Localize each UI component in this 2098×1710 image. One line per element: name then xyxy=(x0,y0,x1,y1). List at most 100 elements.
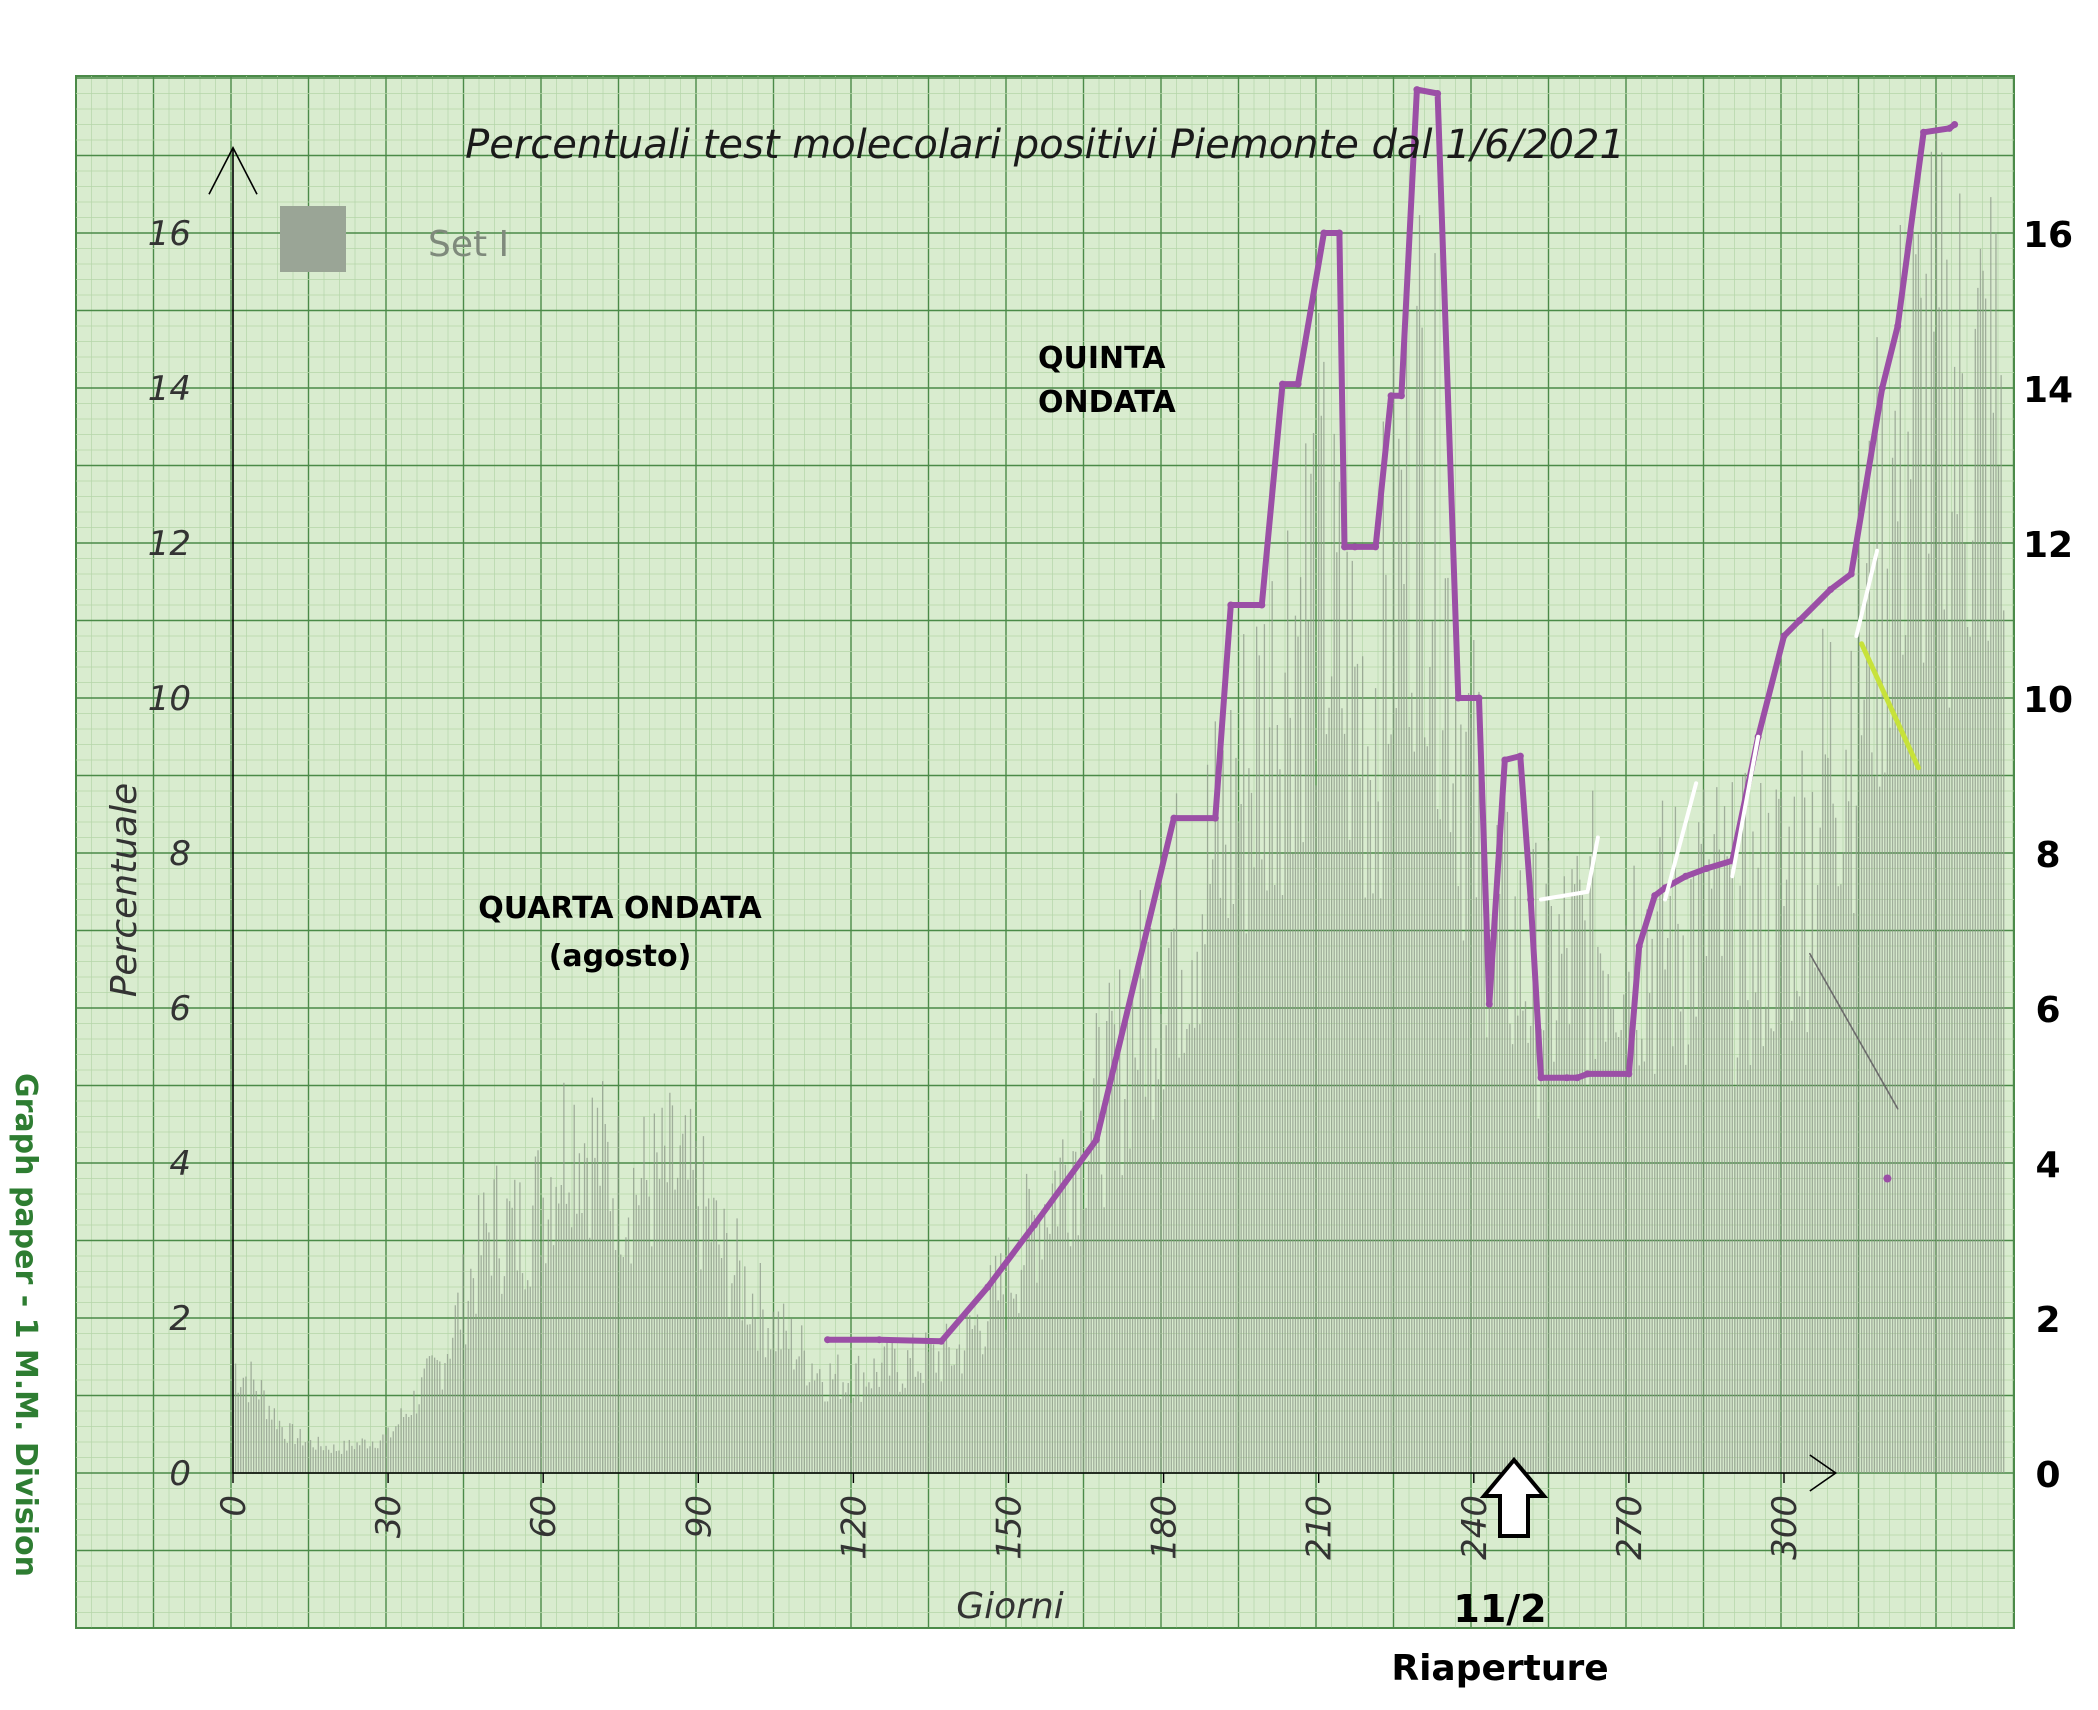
y-tick-label: 14 xyxy=(148,369,191,409)
x-tick-label: 240 xyxy=(1455,1495,1495,1560)
series-point xyxy=(1573,1074,1581,1082)
series-point xyxy=(1454,694,1462,702)
x-tick-label: 120 xyxy=(834,1495,874,1560)
y-tick-label: 6 xyxy=(169,989,191,1029)
x-tick-label: 270 xyxy=(1610,1495,1650,1560)
y-tick-labels-left: 0 2 4 6 8 10 12 14 16 xyxy=(148,214,191,1494)
y-tick-label: 10 xyxy=(148,679,191,719)
series-point xyxy=(1279,380,1287,388)
chart-title: Percentuali test molecolari positivi Pie… xyxy=(465,122,1625,168)
series-point xyxy=(875,1336,883,1344)
series-point xyxy=(1434,90,1442,97)
series-point xyxy=(1485,1000,1493,1008)
y-tick-label: 4 xyxy=(169,1144,191,1184)
series-point xyxy=(1682,872,1690,880)
y-tick-labels-right: 0 2 4 6 8 10 12 14 16 xyxy=(2023,215,2073,1496)
y-tick-label: 0 xyxy=(169,1454,191,1494)
y-tick-label-right: 16 xyxy=(2023,215,2073,256)
series-point xyxy=(1527,896,1535,903)
hand-drawn-strokes xyxy=(1539,548,1921,1183)
x-tick-label: 30 xyxy=(369,1495,409,1538)
y-tick-label-right: 6 xyxy=(2035,990,2060,1031)
series-point xyxy=(1092,1136,1100,1144)
series-point xyxy=(1563,1074,1571,1082)
series-point xyxy=(1227,601,1235,609)
y-tick-label-right: 0 xyxy=(2035,1455,2060,1496)
series-line xyxy=(824,86,1958,1345)
yellow-stroke xyxy=(1859,641,1921,771)
x-tick-label: 210 xyxy=(1300,1495,1340,1560)
series-point xyxy=(1320,229,1328,237)
series-point xyxy=(1341,543,1349,551)
series-point xyxy=(1413,86,1421,94)
y-tick-label-right: 14 xyxy=(2023,370,2073,411)
series-point xyxy=(1651,892,1659,900)
grey-stroke xyxy=(1809,952,1899,1110)
y-tick-label: 8 xyxy=(169,834,191,874)
series-point xyxy=(1258,601,1266,609)
annotation-quinta: QUINTA xyxy=(1038,341,1166,376)
y-tick-label: 12 xyxy=(148,524,191,564)
x-tick-label: 60 xyxy=(524,1495,564,1538)
legend-label: Set I xyxy=(428,224,509,265)
series-point xyxy=(1951,121,1959,128)
series-point xyxy=(1537,1074,1545,1082)
annotation-riaperture: Riaperture xyxy=(1391,1648,1608,1689)
x-axis-arrow-icon xyxy=(1809,1454,1838,1492)
x-tick-label: 150 xyxy=(990,1495,1030,1560)
series-point xyxy=(1030,1221,1038,1229)
series-point xyxy=(1796,617,1804,624)
bars xyxy=(232,129,2005,1473)
series-point xyxy=(1170,814,1178,822)
legend-swatch xyxy=(280,206,346,272)
series-point xyxy=(1920,128,1928,136)
x-tick-labels: 0 30 60 90 120 150 180 210 240 270 300 xyxy=(214,1473,1805,1560)
series-point xyxy=(1584,1070,1592,1078)
riaperture-arrow-icon xyxy=(1479,1456,1549,1538)
series-point xyxy=(1372,543,1380,551)
white-stroke xyxy=(1854,548,1880,638)
series-point xyxy=(1625,1070,1633,1078)
y-tick-label-right: 8 xyxy=(2035,835,2060,876)
y-tick-label-right: 12 xyxy=(2023,525,2073,566)
y-axis-label: Percentuale xyxy=(104,783,145,998)
series-point xyxy=(1878,384,1886,392)
series-point xyxy=(1516,752,1524,760)
series-point xyxy=(1335,229,1343,237)
series-point xyxy=(1780,632,1788,640)
series-point xyxy=(1827,586,1835,593)
series-point xyxy=(984,1283,992,1291)
graph-paper-side-label: Graph paper - 1 M.M. Division xyxy=(8,1073,43,1577)
stray-point xyxy=(1883,1174,1892,1183)
series-point xyxy=(937,1337,945,1345)
x-tick-label: 300 xyxy=(1765,1495,1805,1560)
axes xyxy=(208,146,1838,1492)
series-point xyxy=(1211,814,1219,822)
x-tick-label: 180 xyxy=(1145,1495,1185,1560)
series-point xyxy=(1894,322,1902,330)
series-point xyxy=(1702,865,1710,872)
annotation-11-2: 11/2 xyxy=(1453,1587,1546,1631)
series-point xyxy=(1501,756,1509,764)
y-tick-label-right: 2 xyxy=(2035,1300,2060,1341)
y-tick-label-right: 4 xyxy=(2035,1145,2060,1186)
y-axis-arrow-icon xyxy=(208,146,258,195)
series-point xyxy=(824,1336,832,1344)
series-point xyxy=(1847,570,1855,578)
series-point xyxy=(1387,392,1395,400)
series-point xyxy=(1351,543,1359,551)
white-stroke xyxy=(1539,889,1590,902)
series-point xyxy=(1294,380,1302,388)
series-point xyxy=(1397,392,1405,400)
x-tick-label: 90 xyxy=(679,1495,719,1538)
y-tick-label: 2 xyxy=(169,1299,191,1339)
annotation-ondata: ONDATA xyxy=(1038,385,1177,420)
x-axis-label: Giorni xyxy=(956,1586,1064,1627)
x-tick-label: 0 xyxy=(214,1495,254,1517)
y-tick-label: 16 xyxy=(148,214,191,254)
series-point xyxy=(1475,694,1483,702)
annotation-quarta-ondata: QUARTA ONDATA xyxy=(478,891,762,926)
white-stroke xyxy=(1663,781,1699,902)
white-stroke xyxy=(1730,734,1761,879)
